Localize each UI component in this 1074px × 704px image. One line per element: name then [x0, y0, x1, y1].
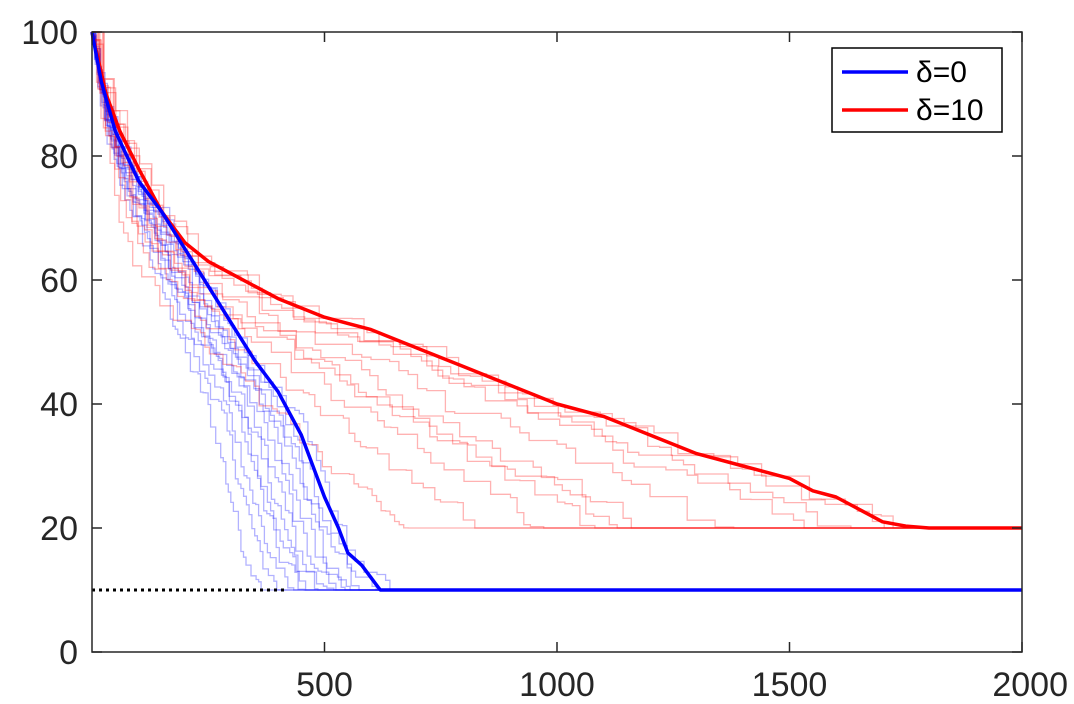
legend-label: δ=0 [916, 56, 967, 89]
y-tick-label: 100 [21, 14, 78, 52]
series-line [90, 31, 1022, 592]
faint-run-line [92, 31, 1022, 591]
x-tick-label: 2000 [992, 666, 1068, 704]
faint-run-line [91, 32, 1022, 529]
series-line [90, 31, 1022, 530]
faint-run-line [91, 32, 1022, 529]
faint-run-line [91, 32, 1022, 529]
legend-box [831, 47, 1003, 133]
x-tick-label: 1500 [752, 666, 828, 704]
y-tick-label: 60 [40, 262, 78, 300]
faint-run-line [91, 32, 1022, 591]
x-tick-label: 500 [296, 666, 353, 704]
faint-run-line [91, 32, 1022, 591]
faint-run-line [92, 31, 1022, 529]
y-tick-label: 80 [40, 138, 78, 176]
x-tick-label: 1000 [519, 666, 595, 704]
faint-run-line [92, 31, 1022, 529]
faint-run-line [92, 31, 1022, 529]
faint-run-line [92, 31, 1022, 591]
faint-run-line [92, 31, 1022, 529]
legend: δ=0 δ=10 [831, 47, 1003, 133]
faint-run-line [91, 32, 1022, 591]
y-tick-label: 20 [40, 510, 78, 548]
legend-label: δ=10 [916, 94, 984, 127]
faint-run-line [91, 32, 1022, 591]
y-tick-label: 40 [40, 386, 78, 424]
series-layer [90, 31, 1022, 592]
faint-run-line [91, 32, 1022, 591]
y-tick-label: 0 [59, 634, 78, 672]
faint-run-line [91, 32, 1022, 529]
faint-run-line [92, 31, 1022, 591]
axis-ticks: 500 1000 1500 2000 0 20 40 60 80 100 [21, 14, 1068, 704]
faint-run-line [92, 31, 1022, 529]
